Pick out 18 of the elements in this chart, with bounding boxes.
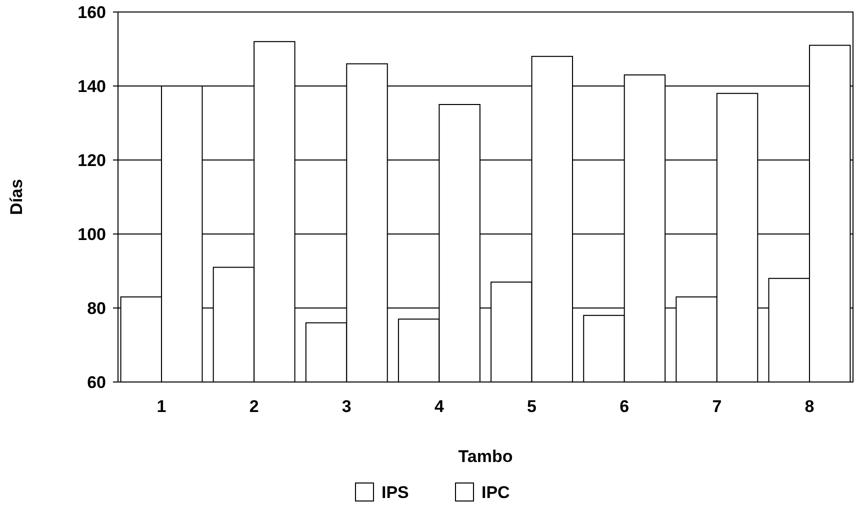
y-tick-label: 60: [87, 372, 106, 392]
x-tick-label: 7: [712, 397, 722, 416]
x-axis-title: Tambo: [458, 447, 513, 466]
x-tick-label: 5: [527, 397, 537, 416]
x-tick-label: 2: [249, 397, 259, 416]
y-tick-label: 80: [87, 298, 106, 318]
x-tick-label: 6: [620, 397, 630, 416]
legend-label: IPC: [482, 482, 510, 502]
legend-label: IPS: [382, 482, 409, 502]
y-tick-label: 140: [78, 76, 106, 96]
x-tick-label: 8: [804, 397, 814, 416]
x-tick-label: 3: [342, 397, 352, 416]
y-tick-label: 160: [78, 2, 106, 22]
y-tick-label: 120: [78, 150, 106, 170]
y-axis-title: Días: [7, 179, 26, 215]
y-tick-label: 100: [78, 224, 106, 244]
x-tick-label: 4: [434, 397, 444, 416]
x-tick-label: 1: [156, 397, 166, 416]
